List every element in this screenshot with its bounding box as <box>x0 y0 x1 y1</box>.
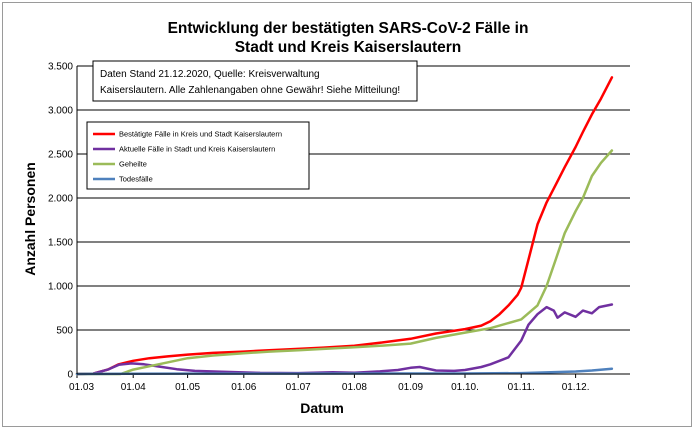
x-axis-ticks: 01.03 01.04 01.05 01.06 01.07 01.08 01.09 01.10… <box>69 374 590 393</box>
chart-legend: Bestätigte Fälle in Kreis und Stadt Kais… <box>86 121 310 190</box>
series-line-2 <box>75 303 614 376</box>
source-note-line-2: Kaiserslautern. Alle Zahlenangaben ohne … <box>100 85 400 96</box>
y-tick-label: 2.500 <box>48 150 73 161</box>
x-tick-label: 01.04 <box>121 382 146 393</box>
y-tick-label: 0 <box>67 370 73 381</box>
x-tick-label: 01.03 <box>69 382 94 393</box>
x-tick-label: 01.07 <box>286 382 311 393</box>
series-line-3 <box>75 149 614 376</box>
gridlines <box>77 65 630 331</box>
y-tick-label: 2.000 <box>48 194 73 205</box>
source-note-box: Daten Stand 21.12.2020, Quelle: Kreisver… <box>92 60 418 102</box>
y-tick-label: 500 <box>56 326 73 337</box>
x-tick-label: 01.10. <box>451 382 479 393</box>
source-note-line-1: Daten Stand 21.12.2020, Quelle: Kreisver… <box>100 69 320 80</box>
covid-cases-line-chart: Entwicklung der bestätigten SARS-CoV-2 F… <box>22 20 630 416</box>
legend-label: Todesfälle <box>119 175 153 184</box>
y-axis-title: Anzahl Personen <box>22 162 38 276</box>
y-tick-label: 3.000 <box>48 106 73 117</box>
x-tick-label: 01.09 <box>398 382 423 393</box>
x-tick-label: 01.06 <box>231 382 256 393</box>
chart-frame: Entwicklung der bestätigten SARS-CoV-2 F… <box>2 2 692 427</box>
chart-title-line-2: Stadt und Kreis Kaiserslautern <box>235 39 462 56</box>
y-tick-label: 3.500 <box>48 62 73 73</box>
y-tick-label: 1.000 <box>48 282 73 293</box>
x-tick-label: 01.08 <box>342 382 367 393</box>
legend-label: Bestätigte Fälle in Kreis und Stadt Kais… <box>119 130 282 139</box>
y-axis-ticks: 0 500 1.000 1.500 2.000 2.500 3.000 3.500 <box>48 62 73 381</box>
y-tick-label: 1.500 <box>48 238 73 249</box>
chart-title-line-1: Entwicklung der bestätigten SARS-CoV-2 F… <box>168 20 529 37</box>
legend-label: Geheilte <box>119 160 147 169</box>
x-tick-label: 01.05 <box>175 382 200 393</box>
x-tick-label: 01.11. <box>508 382 535 393</box>
legend-label: Aktuelle Fälle in Stadt und Kreis Kaiser… <box>119 145 275 154</box>
series-line-1 <box>75 76 614 376</box>
x-axis-title: Datum <box>300 400 344 416</box>
x-tick-label: 01.12. <box>562 382 590 393</box>
